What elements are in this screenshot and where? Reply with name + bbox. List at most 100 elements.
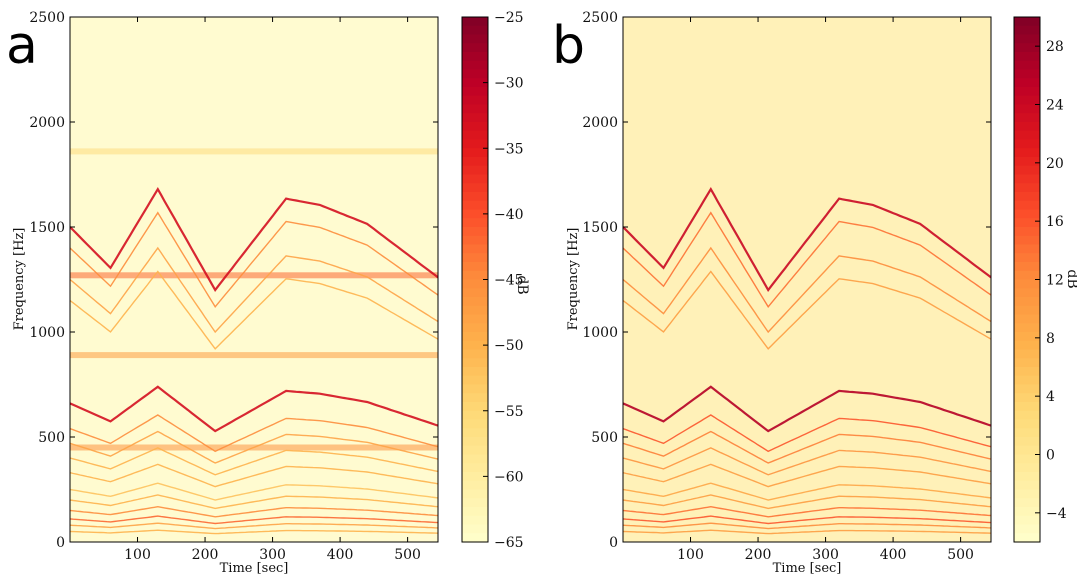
colorbar-segment-a-36 <box>462 332 488 342</box>
colorbar-segment-b-25 <box>1014 235 1040 246</box>
y-tick-label-a-3: 1500 <box>29 220 65 236</box>
plot-frame-b <box>622 16 992 543</box>
colorbar-label-a: dB <box>514 275 530 294</box>
y-tick-label-a-2: 1000 <box>29 325 65 341</box>
colorbar-segment-a-29 <box>462 270 488 281</box>
colorbar-segment-b-23 <box>1014 218 1040 228</box>
colorbar-segment-a-28 <box>462 262 488 272</box>
harmonic-track-a-4 <box>70 385 438 433</box>
colorbar-segment-b-24 <box>1014 227 1040 237</box>
colorbar-segment-b-17 <box>1014 165 1040 176</box>
colorbar-segment-a-32 <box>462 297 488 307</box>
x-tick-label-b-0: 100 <box>677 547 704 563</box>
colorbar-segment-a-34 <box>462 314 488 324</box>
colorbar-tick-label-b-2: 20 <box>1046 156 1064 172</box>
spectrogram-b <box>623 187 991 535</box>
colorbar-segment-a-30 <box>462 279 488 289</box>
panel-a: a 0 500 1000 1500 2000 2500 100 200 300 400 500 F… <box>6 10 530 576</box>
harmonic-track-a-10 <box>70 494 438 510</box>
harmonic-track-a-1 <box>70 211 438 308</box>
y-axis-label-a: Frequency [Hz] <box>12 228 27 331</box>
harmonic-track-a-2 <box>70 246 438 334</box>
colorbar-segment-b-48 <box>1014 437 1040 447</box>
colorbar-tick-label-b-0: 28 <box>1046 39 1064 55</box>
colorbar-segment-b-41 <box>1014 375 1040 386</box>
y-tick-label-a-5: 2500 <box>29 10 65 26</box>
colorbar-segment-a-42 <box>462 384 488 394</box>
colorbar-segment-a-56 <box>462 507 488 517</box>
colorbar-segment-b-55 <box>1014 498 1040 508</box>
colorbar-segment-a-49 <box>462 445 488 456</box>
colorbar-segment-b-57 <box>1014 515 1040 526</box>
panel-label-a: a <box>6 16 38 76</box>
harmonic-track-b-8 <box>623 463 991 488</box>
harmonic-track-b-2 <box>623 246 991 334</box>
harmonic-track-b-0 <box>623 187 991 292</box>
colorbar-segment-b-54 <box>1014 489 1040 499</box>
colorbar-segment-b-26 <box>1014 244 1040 254</box>
colorbar-segment-b-35 <box>1014 323 1040 333</box>
y-axis-a: 0 500 1000 1500 2000 2500 <box>29 10 438 551</box>
colorbar-segment-b-16 <box>1014 157 1040 167</box>
colorbar-segment-a-44 <box>462 402 488 412</box>
colorbar-tick-label-a-7: −60 <box>494 469 524 485</box>
harmonic-track-a-14 <box>70 529 438 535</box>
colorbar-segment-a-51 <box>462 463 488 473</box>
colorbar-segment-a-27 <box>462 253 488 263</box>
colorbar-segment-b-31 <box>1014 288 1040 298</box>
colorbar-tick-label-a-6: −55 <box>494 404 524 420</box>
colorbar-segment-a-12 <box>462 122 488 132</box>
x-axis-a: 100 200 300 400 500 <box>124 17 421 563</box>
colorbar-segment-b-50 <box>1014 454 1040 464</box>
colorbar-segment-b-6 <box>1014 69 1040 79</box>
colorbar-segment-a-39 <box>462 358 488 368</box>
colorbar-tick-label-b-4: 12 <box>1046 273 1064 289</box>
harmonic-track-b-10 <box>623 494 991 510</box>
x-tick-label-b-3: 400 <box>880 547 907 563</box>
colorbar-segment-a-15 <box>462 148 488 158</box>
colorbar-segment-a-7 <box>462 78 488 88</box>
colorbar-segment-a-22 <box>462 209 488 219</box>
colorbar-segment-a-19 <box>462 183 488 193</box>
colorbar-a: −25 −30 −35 −40 −45 −50 −55 −60 −65 <box>461 10 524 551</box>
x-tick-label-a-0: 100 <box>124 547 151 563</box>
colorbar-segment-b-39 <box>1014 358 1040 368</box>
colorbar-segment-a-25 <box>462 235 488 246</box>
spectrogram-a <box>70 148 438 535</box>
colorbar-segment-a-45 <box>462 410 488 421</box>
harmonic-track-b-1 <box>623 211 991 308</box>
colorbar-tick-label-b-5: 8 <box>1046 331 1055 347</box>
colorbar-label-b: dB <box>1064 269 1077 288</box>
colorbar-segment-b-10 <box>1014 104 1040 114</box>
harmonic-track-b-7 <box>623 447 991 476</box>
harmonic-track-b-6 <box>623 430 991 464</box>
colorbar-segment-b-14 <box>1014 139 1040 149</box>
colorbar-segment-b-49 <box>1014 445 1040 456</box>
colorbar-tick-label-a-8: −65 <box>494 535 524 551</box>
colorbar-segment-b-1 <box>1014 25 1040 36</box>
colorbar-tick-label-b-7: 0 <box>1046 448 1055 464</box>
colorbar-segment-b-45 <box>1014 410 1040 421</box>
y-axis-b: 0 500 1000 1500 2000 2500 <box>582 10 991 551</box>
colorbar-segment-a-31 <box>462 288 488 298</box>
colorbar-segment-b-3 <box>1014 43 1040 53</box>
harmonic-track-a-12 <box>70 515 438 525</box>
colorbar-tick-label-a-4: −45 <box>494 273 524 289</box>
colorbar-segment-a-54 <box>462 489 488 499</box>
colorbar-segment-b-8 <box>1014 87 1040 97</box>
colorbar-segment-a-58 <box>462 524 488 534</box>
colorbar-segment-a-26 <box>462 244 488 254</box>
x-tick-label-a-1: 200 <box>192 547 219 563</box>
colorbar-tick-label-a-0: −25 <box>494 10 524 26</box>
x-axis-label-a: Time [sec] <box>220 561 289 576</box>
colorbar-segment-b-2 <box>1014 34 1040 44</box>
colorbar-segment-a-1 <box>462 25 488 36</box>
colorbar-tick-label-a-2: −35 <box>494 141 524 157</box>
colorbar-segment-a-13 <box>462 130 488 141</box>
colorbar-segment-a-5 <box>462 60 488 71</box>
colorbar-segment-b-12 <box>1014 122 1040 132</box>
colorbar-segment-b-18 <box>1014 174 1040 184</box>
colorbar-segment-b-22 <box>1014 209 1040 219</box>
colorbar-segment-b-51 <box>1014 463 1040 473</box>
